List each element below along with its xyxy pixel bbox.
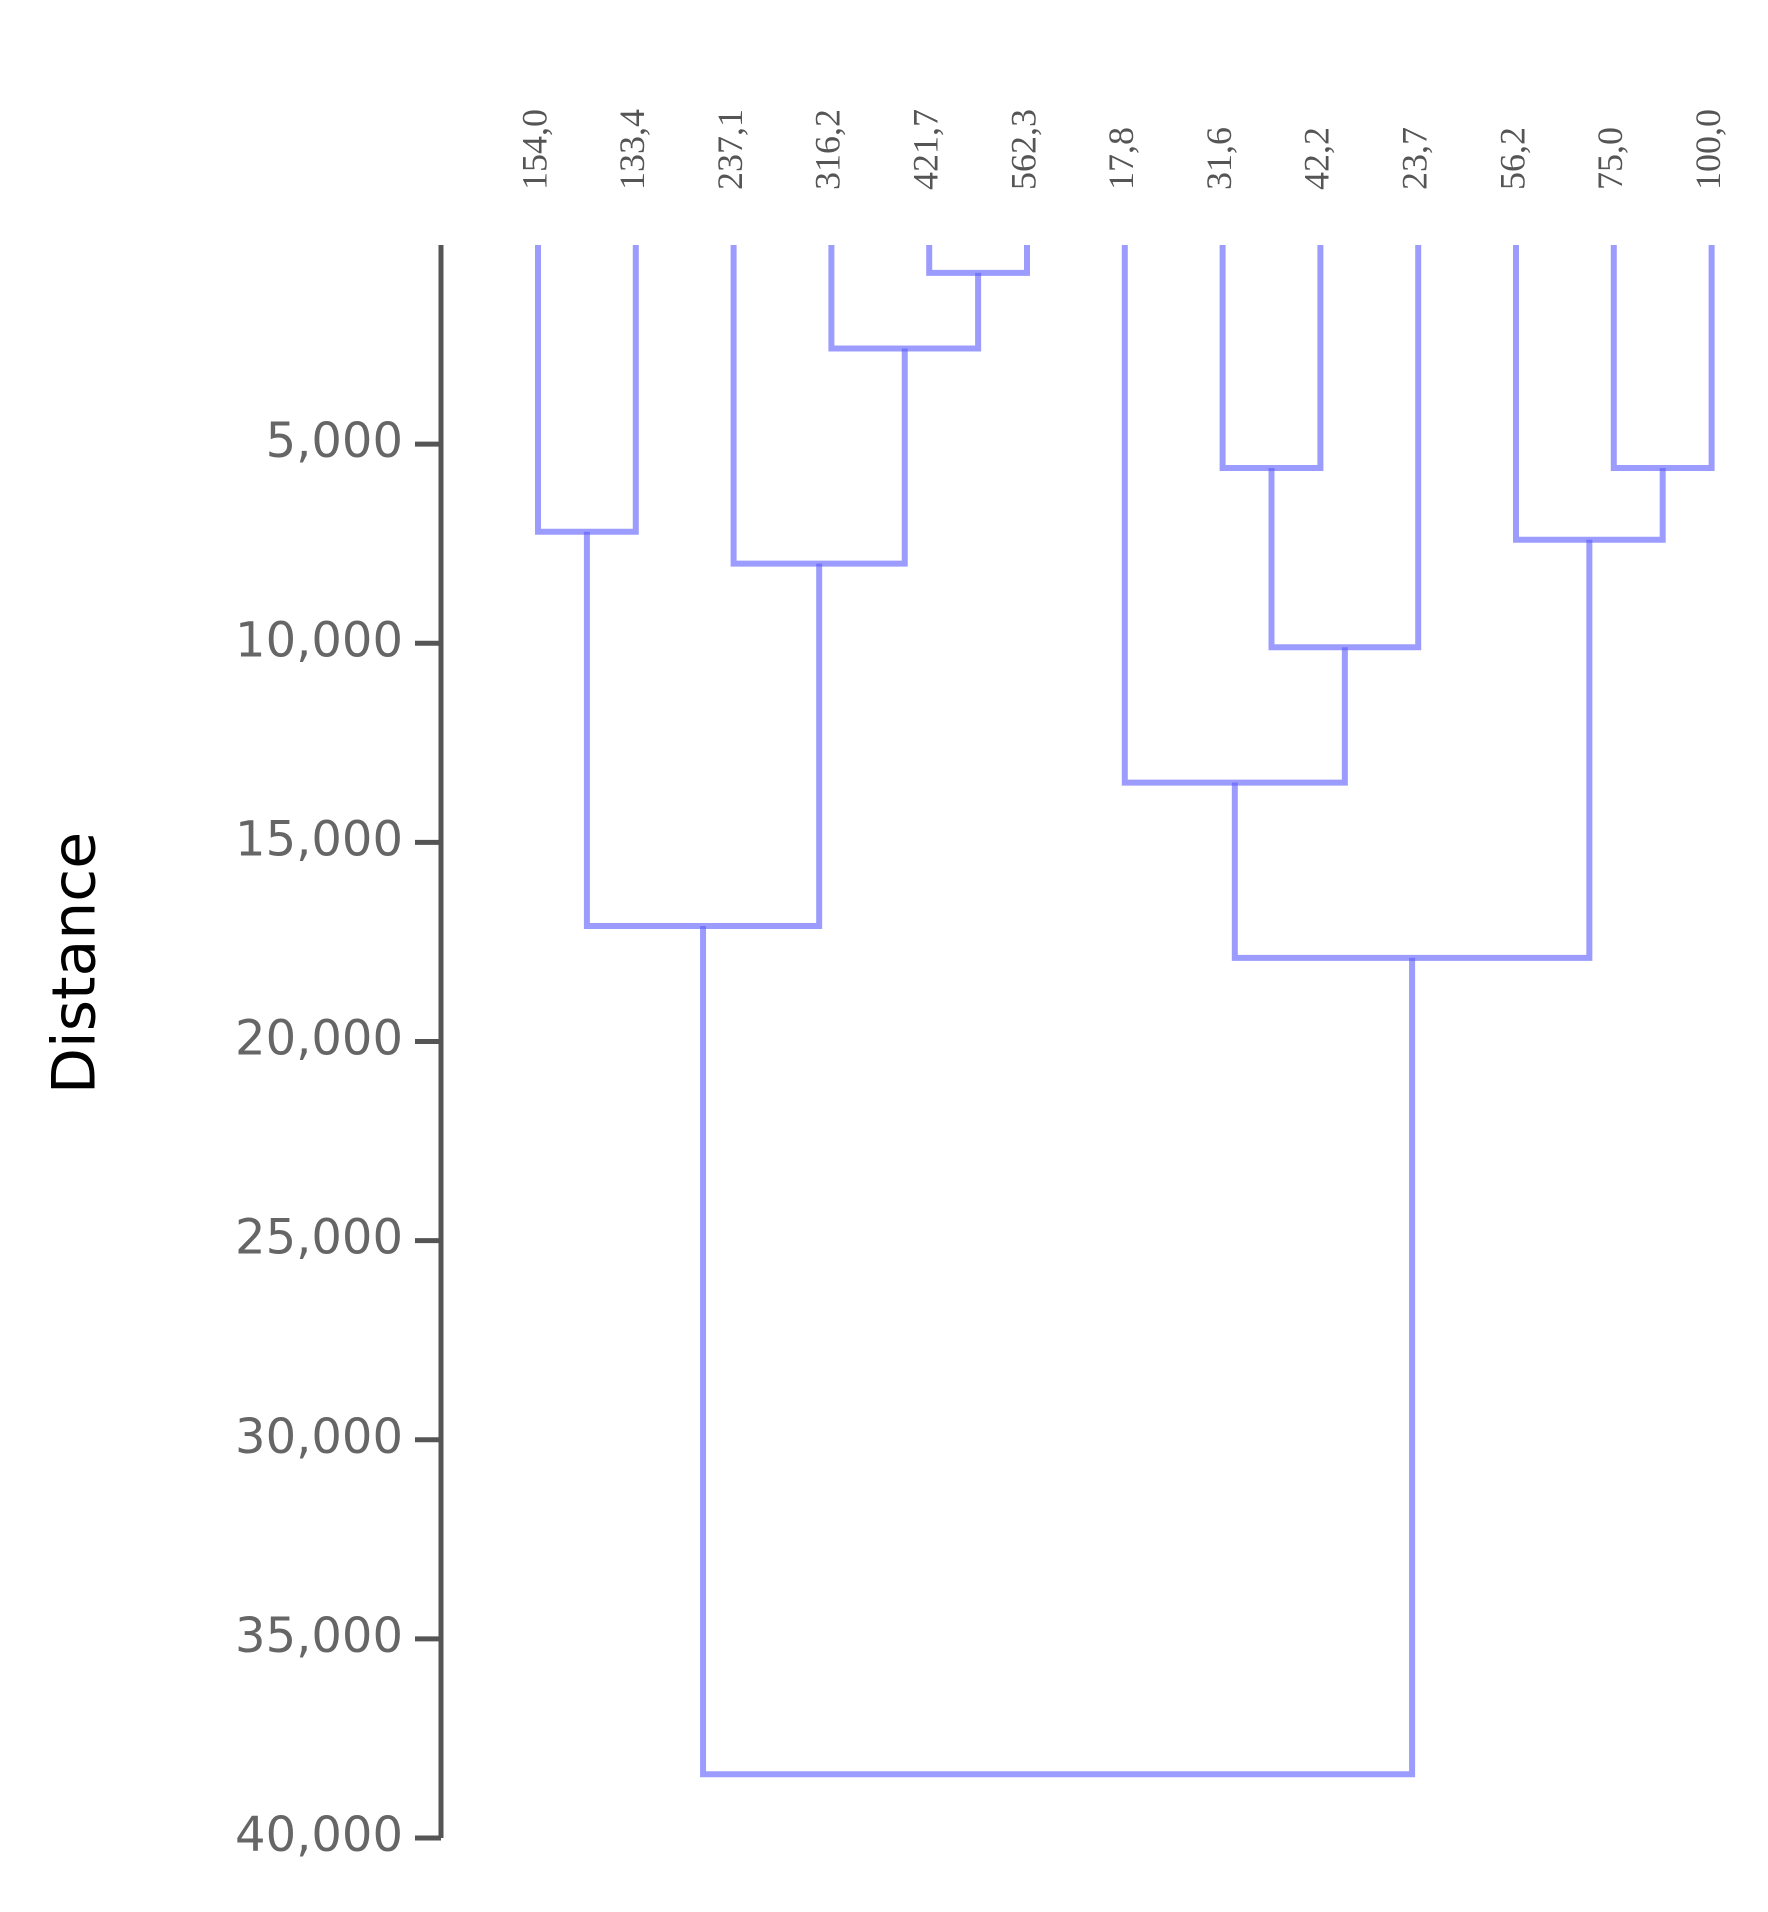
y-tick-label: 20,000 <box>235 1011 403 1067</box>
y-tick-label: 25,000 <box>235 1210 403 1266</box>
leaf-label: 237,1 <box>710 109 750 190</box>
leaf-label: 75,0 <box>1590 127 1630 190</box>
y-axis-label: Distance <box>40 832 110 1094</box>
y-tick-label: 15,000 <box>235 811 403 867</box>
leaf-label: 42,2 <box>1297 127 1337 190</box>
leaf-label: 100,0 <box>1688 109 1728 190</box>
leaf-label: 421,7 <box>905 109 945 190</box>
link <box>1268 245 1422 651</box>
leaf-label: 133,4 <box>612 109 652 190</box>
link <box>828 245 982 352</box>
link <box>1231 539 1593 961</box>
link <box>700 926 1416 1778</box>
y-tick-label: 35,000 <box>235 1608 403 1664</box>
link <box>535 245 639 535</box>
link <box>1610 245 1715 472</box>
link <box>1513 245 1666 543</box>
leaf-label: 316,2 <box>808 109 848 190</box>
y-tick-label: 30,000 <box>235 1409 403 1465</box>
link <box>1219 245 1324 472</box>
link <box>1121 245 1348 786</box>
leaf-label: 56,2 <box>1492 127 1532 190</box>
leaf-label: 154,0 <box>514 109 554 190</box>
y-tick-label: 10,000 <box>235 612 403 668</box>
link <box>583 531 823 930</box>
link <box>926 245 1030 276</box>
leaf-label: 562,3 <box>1003 109 1043 190</box>
leaf-label: 31,6 <box>1199 127 1239 190</box>
leaf-label: 17,8 <box>1101 127 1141 190</box>
y-tick-label: 40,000 <box>235 1807 403 1863</box>
y-tick-label: 5,000 <box>266 413 403 469</box>
leaf-label: 23,7 <box>1394 127 1434 190</box>
link <box>730 245 908 567</box>
